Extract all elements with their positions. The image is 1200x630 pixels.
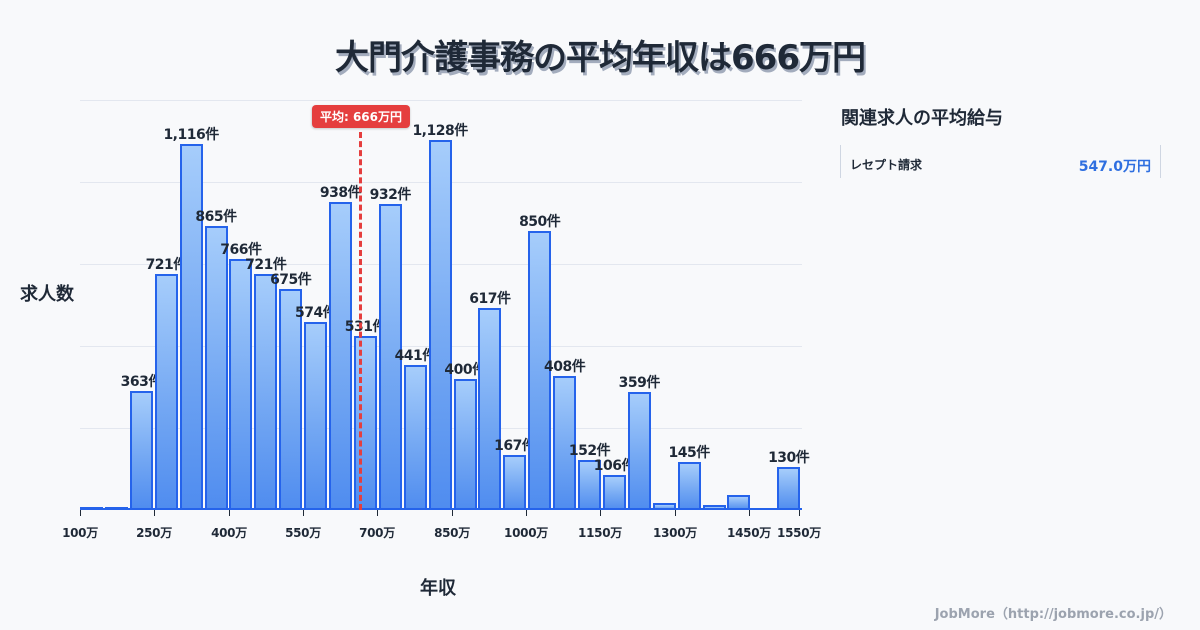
histogram-bar: [602, 475, 626, 510]
x-tick-label: 700万: [359, 526, 395, 540]
histogram-bar: [254, 273, 278, 510]
histogram-chart: 363件 721件 1,116件 865件 766件 721件 675件 574件 938件 53…: [80, 100, 810, 510]
related-salary-title: 関連求人の平均給与: [841, 108, 1003, 129]
histogram-bar: [777, 467, 801, 510]
x-tick: [452, 510, 453, 516]
x-tick: [600, 510, 601, 516]
bar-value-label: 167件: [494, 438, 536, 455]
x-tick: [377, 510, 378, 516]
bar-value-label: 408件: [543, 359, 586, 376]
gridline: [80, 100, 802, 101]
mean-line: [359, 132, 362, 510]
x-tick: [154, 510, 155, 516]
bar-value-label: 721件: [245, 256, 287, 273]
x-tick-label: 1550万: [777, 526, 821, 540]
x-tick: [799, 510, 800, 516]
related-job-salary: 547.0万円: [1078, 159, 1151, 175]
bar-value-label: 617件: [469, 290, 511, 307]
histogram-bar: [179, 143, 203, 510]
histogram-bar: [204, 226, 228, 510]
histogram-bar: [329, 202, 352, 510]
bar-value-label: 865件: [195, 209, 237, 226]
histogram-bar: [453, 378, 477, 510]
histogram-bar: [229, 258, 253, 510]
histogram-bar: [528, 231, 552, 510]
histogram-bar: [727, 495, 751, 510]
page-title: 大門介護事務の平均年収は666万円: [335, 38, 866, 78]
x-tick: [749, 510, 750, 516]
x-tick-label: 1300万: [653, 526, 697, 540]
bar-value-label: 441件: [394, 348, 437, 365]
histogram-bar: [428, 140, 452, 510]
histogram-bar: [652, 503, 676, 510]
histogram-bar: [677, 462, 701, 510]
bar-value-label: 1,128件: [412, 123, 468, 140]
histogram-bar: [553, 376, 577, 510]
x-tick: [303, 510, 304, 516]
bar-value-label: 938件: [319, 185, 362, 202]
histogram-bar: [578, 460, 601, 510]
histogram-bar: [353, 335, 377, 510]
x-tick-label: 1150万: [578, 526, 622, 540]
bar-value-label: 574件: [294, 304, 337, 321]
y-axis-label: 求人数: [20, 284, 74, 305]
bar-value-label: 1,116件: [163, 126, 219, 143]
x-tick-label: 250万: [136, 526, 172, 540]
histogram-bar: [478, 307, 502, 510]
mean-badge: 平均: 666万円: [311, 105, 411, 128]
bar-value-label: 932件: [369, 187, 412, 204]
bar-value-label: 152件: [568, 443, 611, 460]
bar-value-label: 675件: [270, 271, 312, 288]
bar-value-label: 400件: [444, 361, 486, 378]
bar-value-label: 721件: [145, 256, 188, 273]
bar-value-label: 106件: [593, 458, 636, 475]
x-tick-label: 400万: [211, 526, 247, 540]
related-job-row[interactable]: レセプト請求 547.0万円: [840, 145, 1161, 178]
bar-value-label: 850件: [519, 214, 561, 231]
bar-value-label: 359件: [618, 375, 661, 392]
bar-value-label: 766件: [220, 241, 262, 258]
bar-value-label: 145件: [668, 445, 710, 462]
x-tick: [675, 510, 676, 516]
related-job-label: レセプト請求: [850, 158, 923, 172]
x-tick-label: 1000万: [504, 526, 548, 540]
histogram-bar: [304, 321, 328, 510]
x-axis-baseline: [80, 508, 802, 510]
x-tick: [526, 510, 527, 516]
x-tick-label: 550万: [285, 526, 321, 540]
x-tick: [229, 510, 230, 516]
bar-value-label: 130件: [768, 450, 810, 467]
histogram-bar: [403, 365, 427, 510]
histogram-bar: [129, 390, 153, 510]
x-tick: [80, 510, 81, 516]
histogram-bar: [702, 505, 726, 510]
footer-credit: JobMore（http://jobmore.co.jp/）: [934, 607, 1172, 622]
histogram-bar: [378, 204, 402, 510]
x-tick-label: 1450万: [727, 526, 771, 540]
bar-value-label: 531件: [344, 318, 387, 335]
x-tick-label: 850万: [434, 526, 470, 540]
bar-value-label: 363件: [120, 373, 163, 390]
histogram-bar: [154, 273, 178, 510]
histogram-bar: [503, 455, 527, 510]
histogram-bar: [627, 392, 651, 510]
x-axis-label: 年収: [420, 578, 456, 599]
histogram-bar: [279, 288, 303, 510]
x-tick-label: 100万: [62, 526, 98, 540]
